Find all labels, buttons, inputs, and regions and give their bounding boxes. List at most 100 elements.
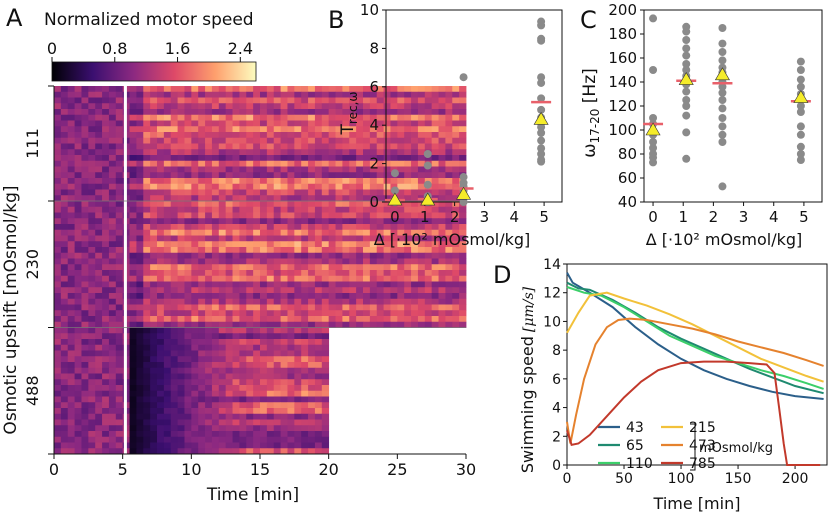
heatmap-cell: [108, 321, 117, 328]
heatmap-cell: [108, 126, 117, 133]
heatmap-cell: [417, 275, 426, 282]
heatmap-cell: [205, 419, 213, 426]
heatmap-cell: [404, 97, 412, 104]
heatmap-cell: [163, 172, 172, 179]
heatmap-cell: [321, 189, 330, 196]
heatmap-cell: [81, 287, 89, 294]
heatmap-cell: [225, 316, 233, 323]
heatmap-cell: [383, 86, 391, 93]
heatmap-cell: [452, 270, 460, 277]
heatmap-cell: [163, 143, 172, 150]
heatmap-cell: [287, 201, 295, 208]
heatmap-cell: [253, 287, 261, 294]
heatmap-cell: [129, 270, 137, 277]
heatmap-cell: [177, 137, 185, 144]
heatmap-cell: [301, 293, 309, 300]
heatmap-cell: [301, 298, 309, 305]
heatmap-cell: [150, 304, 158, 311]
heatmap-cell: [136, 310, 144, 317]
heatmap-cell: [163, 316, 172, 323]
heatmap-cell: [342, 132, 350, 139]
heatmap-cell: [108, 396, 117, 403]
heatmap-cell: [74, 327, 82, 334]
heatmap-cell: [218, 183, 227, 190]
heatmap-cell: [397, 212, 405, 219]
heatmap-cell: [232, 339, 240, 346]
heatmap-cell: [232, 316, 240, 323]
heatmap-cell: [150, 379, 158, 386]
heatmap-cell: [321, 172, 330, 179]
heatmap-cell: [205, 149, 213, 156]
heatmap-cell: [198, 206, 206, 213]
heatmap-cell: [129, 431, 137, 438]
heatmap-cell: [273, 189, 281, 196]
heatmap-cell: [287, 356, 295, 363]
heatmap-cell: [211, 304, 220, 311]
panel-b-xlabel: Δ [·10² mOsmol/kg]: [374, 230, 531, 249]
heatmap-cell: [383, 298, 391, 305]
colorbar-ticks: 0 0.8 1.6 2.4: [47, 39, 253, 62]
heatmap-cell: [397, 91, 405, 98]
heatmap-cell: [404, 166, 412, 173]
heatmap-cell: [397, 270, 405, 277]
heatmap-cell: [95, 132, 103, 139]
heatmap-cell: [397, 287, 405, 294]
heatmap-cell: [239, 264, 247, 271]
heatmap-cell: [452, 316, 460, 323]
heatmap-cell: [273, 344, 281, 351]
heatmap-cell: [431, 149, 439, 156]
heatmap-cell: [452, 189, 460, 196]
heatmap-cell: [129, 304, 137, 311]
heatmap-cell: [54, 408, 62, 415]
heatmap-cell: [356, 137, 364, 144]
heatmap-cell: [150, 448, 158, 455]
heatmap-cell: [163, 166, 172, 173]
heatmap-cell: [266, 247, 275, 254]
heatmap-cell: [232, 270, 240, 277]
heatmap-cell: [95, 321, 103, 328]
heatmap-cell: [205, 160, 213, 167]
heatmap-cell: [273, 149, 281, 156]
heatmap-cell: [177, 419, 185, 426]
heatmap-cell: [356, 126, 364, 133]
heatmap-cell: [260, 143, 268, 150]
heatmap-cell: [184, 316, 192, 323]
heatmap-cell: [136, 91, 144, 98]
heatmap-cell: [349, 206, 357, 213]
heatmap-cell: [411, 178, 419, 185]
heatmap-cell: [232, 396, 240, 403]
heatmap-cell: [314, 109, 323, 116]
heatmap-cell: [54, 316, 62, 323]
heatmap-cell: [287, 367, 295, 374]
heatmap-cell: [431, 109, 439, 116]
heatmap-group-label: 488: [23, 375, 42, 406]
heatmap-cell: [397, 97, 405, 104]
heatmap-cell: [246, 344, 254, 351]
heatmap-cell: [54, 143, 62, 150]
heatmap-cell: [260, 149, 268, 156]
heatmap-cell: [390, 212, 398, 219]
heatmap-cell: [129, 442, 137, 449]
heatmap-cell: [205, 155, 213, 162]
heatmap-cell: [294, 310, 302, 317]
heatmap-cell: [266, 235, 275, 242]
heatmap-cell: [390, 247, 398, 254]
heatmap-cell: [88, 298, 96, 305]
heatmap-cell: [60, 109, 69, 116]
heatmap-cell: [287, 160, 295, 167]
heatmap-cell: [356, 195, 364, 202]
heatmap-cell: [273, 310, 281, 317]
heatmap-cell: [321, 155, 330, 162]
heatmap-cell: [431, 258, 439, 265]
heatmap-cell: [157, 166, 165, 173]
heatmap-cell: [253, 86, 261, 93]
heatmap-cell: [211, 126, 220, 133]
heatmap-cell: [459, 293, 467, 300]
heatmap-cell: [163, 275, 172, 282]
heatmap-cell: [369, 109, 378, 116]
y-tick-label: 8: [552, 343, 561, 359]
heatmap-cell: [383, 270, 391, 277]
heatmap-cell: [266, 385, 275, 392]
heatmap-cell: [74, 149, 82, 156]
heatmap-cell: [60, 229, 69, 236]
